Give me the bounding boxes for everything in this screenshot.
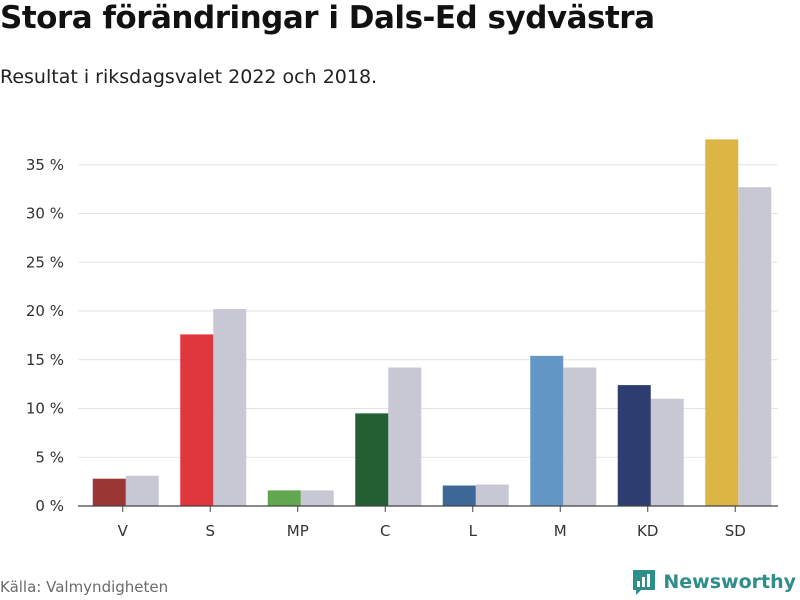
bar-chart: 0 % 5 % 10 % 15 % 20 % 25 % 30 % 35 % V S MP C L M KD… [26, 139, 778, 540]
bar-2018-kd [650, 398, 684, 506]
y-tick-label: 35 % [26, 156, 64, 174]
x-tick-label: MP [287, 522, 309, 540]
bar-2018-m [563, 367, 597, 506]
x-tick-label: KD [637, 522, 658, 540]
bar-2018-l [475, 484, 509, 506]
source-note: Källa: Valmyndigheten [0, 578, 169, 596]
bar-2022-m [530, 355, 564, 506]
bar-2022-mp [267, 490, 301, 506]
bars [92, 139, 772, 507]
bar-2022-l [442, 485, 476, 506]
y-tick-label: 30 % [26, 205, 64, 223]
page-title: Stora förändringar i Dals-Ed sydvästra [0, 0, 655, 36]
y-tick-label: 20 % [26, 302, 64, 320]
bar-2022-s [180, 334, 214, 506]
y-tick-label: 15 % [26, 351, 64, 369]
bar-2018-v [125, 475, 159, 506]
x-tick-label: V [118, 522, 129, 540]
x-tick-label: S [205, 522, 215, 540]
x-axis-tick-labels: V S MP C L M KD SD [118, 506, 746, 540]
bar-2022-v [92, 478, 126, 506]
bar-2022-sd [705, 139, 739, 506]
y-tick-label: 5 % [35, 448, 64, 466]
y-axis-tick-labels: 0 % 5 % 10 % 15 % 20 % 25 % 30 % 35 % [26, 156, 64, 515]
bar-2018-s [213, 309, 247, 506]
y-tick-label: 25 % [26, 253, 64, 271]
bar-2018-c [388, 367, 422, 506]
brand-logo: Newsworthy [631, 568, 796, 596]
x-tick-label: L [469, 522, 478, 540]
bar-chart-logo-icon [633, 570, 656, 595]
x-tick-label: C [380, 522, 390, 540]
bar-2022-c [355, 413, 389, 506]
x-tick-label: M [554, 522, 567, 540]
y-tick-label: 10 % [26, 400, 64, 418]
page-subtitle: Resultat i riksdagsvalet 2022 och 2018. [0, 66, 378, 88]
bar-2018-sd [738, 187, 772, 507]
bar-2018-mp [300, 490, 334, 506]
brand-name: Newsworthy [663, 571, 796, 593]
bar-2022-kd [617, 385, 651, 506]
x-tick-label: SD [725, 522, 746, 540]
y-tick-label: 0 % [35, 497, 64, 515]
